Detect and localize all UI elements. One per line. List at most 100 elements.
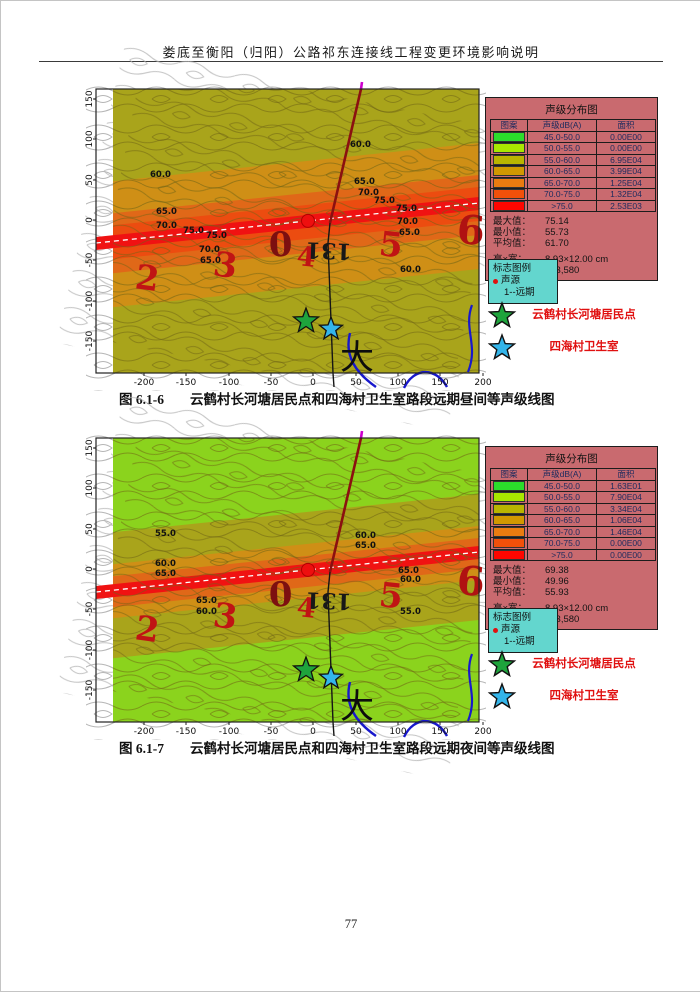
- legend-row: 45.0-50.0 0.00E00: [490, 130, 656, 143]
- legend-row: >75.0 0.00E00: [490, 548, 656, 561]
- site-row-village: 云鹤村长河塘居民点: [487, 300, 667, 329]
- road-centerline: [96, 551, 479, 593]
- blue-star-icon: [487, 681, 517, 710]
- svg-text:60.0: 60.0: [400, 575, 421, 585]
- river-edge-line: [466, 304, 474, 373]
- map-lines: [301, 81, 474, 389]
- svg-text:60.0: 60.0: [400, 265, 421, 275]
- legend-area: 3.34E04: [596, 502, 656, 515]
- river-line: [347, 681, 377, 737]
- noise-source-legend: 声源: [493, 624, 553, 636]
- legend-rows: 45.0-50.0 0.00E00 50.0-55.0 0.00E00 55.0-60.…: [490, 130, 656, 212]
- noise-legend-panel: 声级分布图 图案 声级dB(A) 面积 45.0-50.0 1.63E01 50.0…: [485, 446, 658, 630]
- legend-area: 1.63E01: [596, 479, 656, 492]
- y-tick-label: -150: [85, 680, 95, 701]
- legend-swatch: [493, 177, 525, 188]
- y-tick-label: -150: [85, 331, 95, 352]
- legend-swatch: [493, 492, 525, 503]
- legend-col-pattern: 图案: [490, 119, 528, 132]
- legend-area: 0.00E00: [596, 548, 656, 561]
- legend-swatch: [493, 515, 525, 526]
- svg-text:3: 3: [211, 595, 240, 638]
- legend-range: 60.0-65.0: [527, 165, 597, 178]
- page-number: 77: [344, 917, 358, 931]
- legend-range: 70.0-75.0: [527, 537, 597, 550]
- x-tick-label: -200: [134, 378, 155, 388]
- svg-text:4: 4: [295, 592, 317, 625]
- map-station-texts: 2 3 4 5 6 0 131: [133, 206, 487, 300]
- village-star-marker: [291, 306, 321, 333]
- contour-labels: 55.060.065.065.060.060.065.065.060.055.0: [155, 529, 421, 617]
- legend-range: 45.0-50.0: [527, 130, 597, 143]
- svg-text:5: 5: [377, 575, 405, 617]
- noise-source-legend: 声源: [493, 275, 553, 287]
- map-station-texts: 2 3 4 5 6 0 131: [133, 557, 487, 651]
- stat-line: 最小值： 55.73: [493, 227, 569, 238]
- village-label: 云鹤村长河塘居民点: [532, 658, 636, 670]
- clinic-star-marker: [317, 664, 345, 690]
- y-tick-label: 0: [85, 566, 95, 572]
- map-glyph: 大: [340, 687, 374, 727]
- site-row-village: 云鹤村长河塘居民点: [487, 649, 667, 678]
- legend-range: 50.0-55.0: [527, 491, 597, 504]
- svg-text:60.0: 60.0: [350, 140, 371, 150]
- map-frame: [95, 437, 480, 723]
- svg-text:3: 3: [211, 244, 240, 287]
- legend-area: 1.06E04: [596, 514, 656, 527]
- blue-star-icon: [487, 332, 517, 361]
- svg-text:2: 2: [133, 257, 162, 300]
- svg-text:65.0: 65.0: [354, 177, 375, 187]
- legend-range: >75.0: [527, 199, 597, 212]
- legend-row: 55.0-60.0 3.34E04: [490, 502, 656, 515]
- legend-swatch: [493, 189, 525, 200]
- svg-text:0: 0: [268, 572, 293, 613]
- river-line: [347, 332, 377, 388]
- svg-text:70.0: 70.0: [358, 188, 379, 198]
- svg-text:65.0: 65.0: [196, 596, 217, 606]
- legend-swatch: [493, 538, 525, 549]
- x-tick-label: 200: [474, 378, 491, 388]
- legend-swatch: [493, 143, 525, 154]
- svg-text:6: 6: [455, 557, 486, 606]
- legend-row: 70.0-75.0 1.32E04: [490, 188, 656, 201]
- legend-swatch: [493, 154, 525, 165]
- legend-table: 图案 声级dB(A) 面积 45.0-50.0 1.63E01 50.0-55.0 7…: [490, 468, 656, 561]
- legend-row: 65.0-70.0 1.25E04: [490, 176, 656, 189]
- legend-range: 55.0-60.0: [527, 153, 597, 166]
- legend-col-pattern: 图案: [490, 468, 528, 481]
- svg-text:75.0: 75.0: [396, 204, 417, 214]
- svg-text:2: 2: [133, 608, 162, 651]
- axis-labels: -200 -150 -100 -50 0 50 100 150 200150100500-50-…: [85, 90, 492, 388]
- site-row-clinic: 四海村卫生室: [487, 332, 667, 361]
- figure-caption-2: 图 6.1-7 云鹤村长河塘居民点和四海村卫生室路段远期夜间等声级线图: [119, 737, 555, 757]
- x-tick-label: -150: [176, 378, 197, 388]
- y-tick-label: 50: [85, 523, 95, 535]
- marker-legend-title: 标志图例: [493, 612, 532, 623]
- noise-source-marker: [301, 562, 315, 577]
- legend-row: 70.0-75.0 0.00E00: [490, 537, 656, 550]
- legend-swatch: [493, 503, 525, 514]
- figure-6-1-7: 55.0 60.0 65.0 65.0 60.0 60.0 65.0 65.0 60.0 55.0…: [1, 391, 700, 782]
- svg-text:55.0: 55.0: [400, 607, 421, 617]
- magenta-line: [359, 430, 364, 439]
- x-tick-label: -50: [264, 378, 279, 388]
- x-tick-label: -100: [219, 727, 240, 737]
- y-tick-label: 100: [85, 130, 95, 147]
- noise-source-marker: [301, 213, 315, 228]
- site-row-clinic: 四海村卫生室: [487, 681, 667, 710]
- y-tick-label: -50: [85, 601, 95, 616]
- map-lines: [301, 430, 474, 738]
- svg-text:70.0: 70.0: [397, 217, 418, 227]
- svg-text:60.0: 60.0: [150, 170, 171, 180]
- caption-label: 图 6.1-7: [119, 741, 164, 756]
- svg-text:60.0: 60.0: [355, 531, 376, 541]
- legend-area: 0.00E00: [596, 142, 656, 155]
- legend-area: 3.99E04: [596, 165, 656, 178]
- svg-text:0: 0: [268, 222, 293, 263]
- legend-area: 0.00E00: [596, 537, 656, 550]
- legend-table: 图案 声级dB(A) 面积 45.0-50.0 0.00E00 50.0-55.0 0…: [490, 119, 656, 212]
- site-marker-key: 云鹤村长河塘居民点 四海村卫生室: [487, 300, 667, 365]
- legend-swatch: [493, 166, 525, 177]
- black-road-line: [327, 571, 335, 737]
- x-tick-label: 150: [431, 378, 448, 388]
